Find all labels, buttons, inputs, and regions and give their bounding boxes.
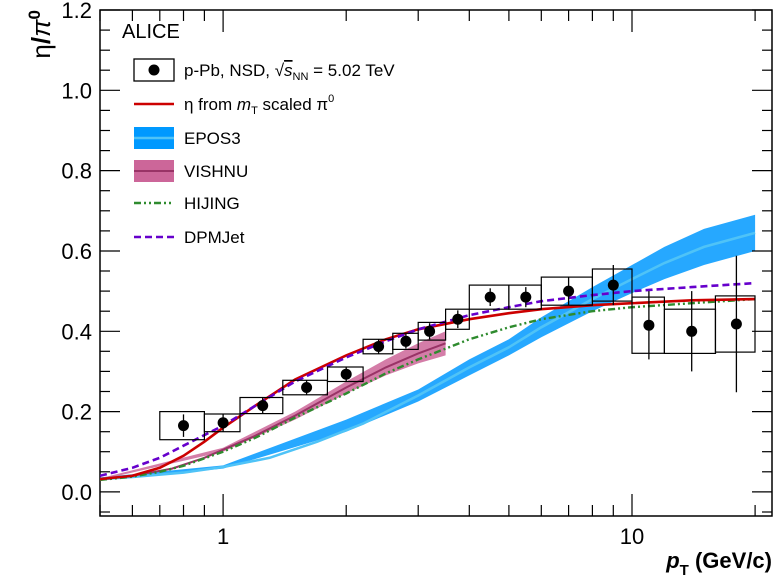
experiment-label: ALICE (122, 21, 180, 43)
y-axis-title-den: π (26, 19, 56, 37)
epos3-line (100, 231, 756, 481)
dpmjet-line (100, 281, 756, 478)
y-tick-label-3: 0.6 (61, 239, 92, 264)
data-sys-box-3 (282, 379, 328, 396)
data-sys-box-1 (203, 413, 241, 433)
data-point-11 (563, 285, 575, 297)
hijing-line (100, 297, 756, 482)
legend-data-s: s (284, 61, 293, 80)
data-sys-box-7 (417, 321, 447, 341)
x-axis-title-unit: (GeV/c) (695, 548, 772, 573)
plot-frame (99, 9, 773, 517)
data-point-10 (520, 291, 532, 303)
data-point-15 (730, 318, 742, 330)
x-axis-title: pT (GeV/c) (665, 548, 772, 579)
data-point-2 (257, 400, 269, 412)
x-axis-title-main: p (665, 548, 679, 573)
data-point-12 (607, 279, 619, 291)
legend-data-label: p-Pb, NSD, √sNN = 5.02 TeV (184, 61, 395, 83)
data-sys-box-8 (445, 308, 470, 330)
y-tick-label-4: 0.8 (61, 159, 92, 184)
epos3-band (100, 214, 756, 481)
y-tick-label-2: 0.4 (61, 319, 92, 344)
mt-scaled-line (100, 297, 756, 481)
legend-dpmjet-label: DPMJet (184, 228, 245, 247)
y-axis-title-den-sup: 0 (25, 10, 44, 19)
legend-vishnu-label: VISHNU (184, 162, 248, 181)
data-point-13 (643, 319, 655, 331)
data-point-6 (400, 335, 412, 347)
legend-mt-sup: 0 (328, 93, 334, 105)
legend-mt-post: scaled π (258, 95, 328, 114)
legend-data-sqrt: √ (275, 61, 285, 80)
legend-data-sub: NN (293, 71, 309, 83)
legend-mt-m: m (237, 95, 251, 114)
data-point-1 (217, 417, 229, 429)
legend-mt-sub: T (251, 105, 258, 117)
legend: ALICE p-Pb, NSD, √sNN = 5.02 TeV η from … (122, 21, 395, 247)
legend-data-post: = 5.02 TeV (308, 61, 395, 80)
data-point-14 (686, 325, 698, 337)
y-tick-label-6: 1.2 (61, 0, 92, 23)
y-tick-label-1: 0.2 (61, 400, 92, 425)
y-axis-title: η/π0 (25, 10, 56, 59)
data-point-5 (373, 341, 385, 352)
x-axis-title-sub: T (680, 562, 689, 579)
data-sys-box-15 (714, 295, 756, 353)
data-sys-box-6 (392, 332, 419, 350)
legend-hijing-label: HIJING (184, 194, 240, 213)
data-point-3 (301, 382, 313, 393)
data-sys-box-4 (326, 366, 364, 383)
data-sys-box-12 (591, 268, 633, 302)
y-tick-label-0: 0.0 (61, 480, 92, 505)
data-point-9 (484, 291, 496, 303)
legend-epos-label: EPOS3 (184, 129, 241, 148)
legend-data-box (133, 58, 175, 82)
legend-data-pre: p-Pb, NSD, (184, 61, 275, 80)
legend-data-marker (148, 64, 160, 76)
y-axis-title-num: η (26, 44, 56, 58)
legend-mt-label: η from mT scaled π0 (184, 93, 334, 117)
data-sys-box-2 (239, 396, 284, 415)
data-point-7 (424, 325, 436, 337)
legend-mt-pre: η from (184, 95, 237, 114)
data-point-4 (340, 368, 352, 380)
y-axis-title-slash: / (26, 37, 56, 44)
data-point-0 (178, 420, 189, 432)
data-point-8 (452, 313, 464, 325)
y-tick-label-5: 1.0 (61, 78, 92, 103)
vishnu-line (100, 342, 446, 481)
x-tick-label-1: 10 (620, 524, 644, 549)
x-tick-label-0: 1 (217, 524, 229, 549)
